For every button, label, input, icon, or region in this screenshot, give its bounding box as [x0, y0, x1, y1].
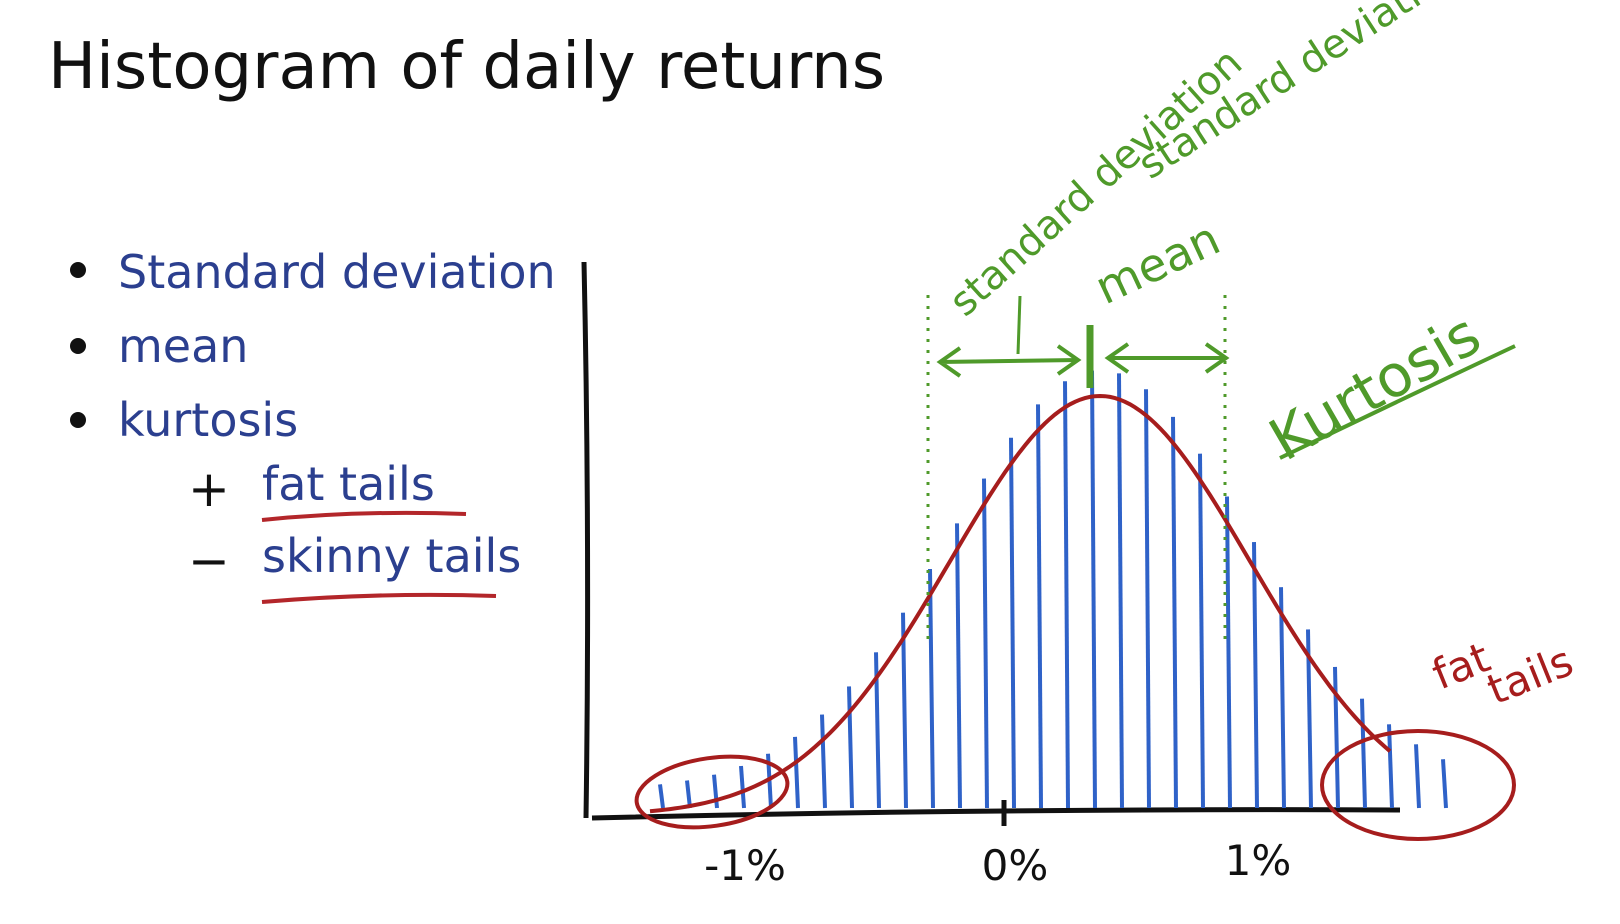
hatch-line [1117, 373, 1124, 809]
underline [261, 510, 467, 522]
bullet-dot [70, 412, 86, 428]
title: Histogram of daily returns [48, 30, 885, 104]
y-axis [581, 261, 591, 819]
hatch-line [658, 784, 665, 809]
pointer [1016, 295, 1022, 355]
hatch-line [847, 686, 854, 809]
hatch-line [739, 765, 746, 809]
hatch-line [1090, 370, 1097, 809]
histogram-sketch [581, 261, 1516, 841]
tail-circle [1320, 729, 1516, 841]
tail-circle [634, 754, 790, 830]
hatch-line [1225, 496, 1232, 809]
hatch-line [1252, 542, 1259, 809]
bullet: Standard deviation [118, 245, 556, 299]
hatch-line [1360, 698, 1367, 809]
hatch-line [820, 714, 827, 809]
hatch-line [901, 612, 908, 809]
underline [261, 592, 497, 604]
hatch-line [1387, 724, 1394, 809]
underline [1279, 344, 1516, 460]
hatch-line [712, 774, 719, 809]
arrow [936, 344, 1082, 378]
sub-bullet: fat tails [262, 457, 435, 511]
hatch-line [1414, 744, 1421, 809]
hatch-line [928, 569, 935, 809]
x-axis [591, 807, 1401, 821]
axis-label: 1% [1225, 836, 1292, 885]
bullet-list: Standard deviation mean kurtosis + fat t… [70, 245, 556, 604]
hatch-line [685, 780, 692, 809]
bell-curve [649, 393, 1392, 814]
arrow [1104, 342, 1230, 374]
hatch-line [1009, 437, 1016, 809]
axis-label: 0% [982, 841, 1049, 890]
hatch-line [793, 736, 800, 809]
sub-bullet-sign: + [188, 460, 230, 518]
axis-label: -1% [704, 841, 786, 890]
bullet: mean [118, 319, 248, 373]
hatch-line [1279, 587, 1286, 809]
hatch-line [1198, 453, 1205, 809]
bullet-dot [70, 262, 86, 278]
hatch-line [1171, 416, 1178, 809]
std-annotation [926, 295, 1516, 640]
hatch-line [1063, 381, 1070, 809]
hatch-line [1441, 759, 1448, 809]
sub-bullet-sign: − [188, 532, 230, 590]
bullet-dot [70, 338, 86, 354]
bullet: kurtosis [118, 393, 298, 447]
hatch-line [1036, 404, 1043, 809]
sub-bullet: skinny tails [262, 529, 521, 583]
hatch-line [982, 478, 989, 809]
hatch-line [955, 523, 962, 809]
hatch-line [1144, 389, 1151, 809]
